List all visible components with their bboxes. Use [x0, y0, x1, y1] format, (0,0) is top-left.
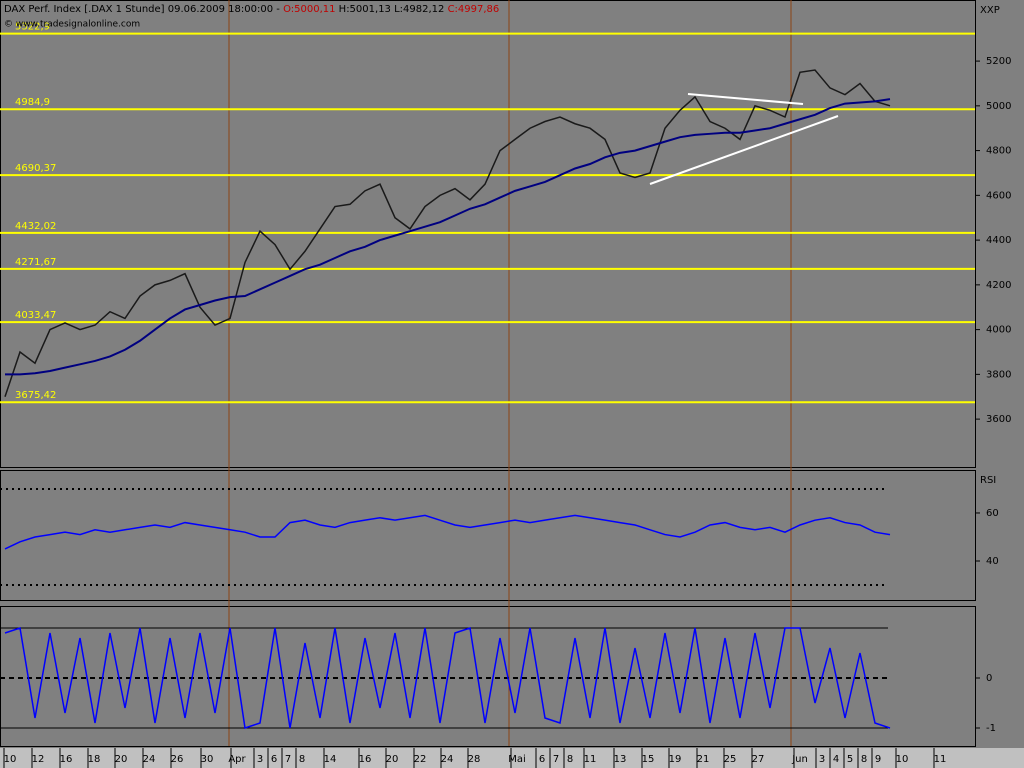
x-tick-label: Apr	[228, 754, 246, 765]
x-tick-label: 12	[32, 754, 45, 765]
level-label: 4271,67	[15, 257, 56, 268]
x-tick-label: 26	[171, 754, 184, 765]
x-tick-label: 3	[819, 754, 825, 765]
copyright: © www.tradesignalonline.com	[4, 20, 140, 30]
y-tick-label: 60	[986, 508, 999, 519]
x-tick-label: 7	[553, 754, 559, 765]
trend-line	[687, 93, 804, 105]
x-tick-label: 19	[669, 754, 682, 765]
x-tick-label: 10	[896, 754, 909, 765]
x-tick-label: 21	[697, 754, 710, 765]
x-tick-label: 6	[271, 754, 277, 765]
x-tick-label: 11	[584, 754, 597, 765]
x-tick-label: 10	[4, 754, 17, 765]
level-label: 3675,42	[15, 390, 56, 401]
y-tick-label: 40	[986, 556, 999, 567]
y-axis-label: XXP	[980, 5, 1000, 16]
level-label: 4033,47	[15, 310, 56, 321]
price-panel	[0, 0, 976, 468]
x-tick-label: 18	[88, 754, 101, 765]
x-tick-label: 8	[861, 754, 867, 765]
time-axis-bar	[0, 748, 1024, 768]
x-tick-label: 22	[414, 754, 427, 765]
y-tick-label: 4000	[986, 325, 1011, 336]
osc-panel	[0, 606, 976, 747]
month-separators	[228, 0, 792, 746]
y-tick-label: 4200	[986, 280, 1011, 291]
level-label: 4984,9	[15, 97, 50, 108]
plots: 360038004000420044004600480050005200XXP5…	[0, 5, 1011, 768]
level-label: 4432,02	[15, 221, 56, 232]
y-tick-label: 4600	[986, 190, 1011, 201]
level-label: 5322,9	[15, 22, 50, 33]
x-tick-label: 13	[614, 754, 627, 765]
header-title-text: DAX Perf. Index [.DAX 1 Stunde] 09.06.20…	[4, 4, 280, 15]
series-line	[4, 627, 891, 729]
y-tick-label: 4400	[986, 235, 1011, 246]
series-line	[4, 514, 891, 550]
rsi-panel	[0, 470, 976, 601]
x-tick-label: Mai	[508, 754, 526, 765]
header-title: DAX Perf. Index [.DAX 1 Stunde] 09.06.20…	[4, 4, 499, 15]
header-high-low: H:5001,13 L:4982,12	[339, 4, 445, 15]
x-tick-label: 16	[359, 754, 372, 765]
y-tick-label: 0	[986, 673, 992, 684]
panel-borders	[0, 0, 976, 747]
x-tick-label: 7	[285, 754, 291, 765]
series-line	[5, 98, 891, 376]
x-tick-label: 11	[934, 754, 947, 765]
trend-line	[649, 115, 839, 185]
x-tick-label: 16	[60, 754, 73, 765]
trend-lines	[649, 93, 839, 185]
x-tick-label: 5	[847, 754, 853, 765]
y-tick-label: -1	[986, 723, 996, 734]
y-axis-label: RSI	[980, 475, 996, 486]
x-tick-label: 24	[143, 754, 156, 765]
y-tick-label: 5000	[986, 101, 1011, 112]
header-open: O:5000,11	[283, 4, 335, 15]
x-tick-label: 8	[567, 754, 573, 765]
x-tick-label: 20	[386, 754, 399, 765]
x-tick-label: 9	[875, 754, 881, 765]
x-tick-label: 28	[468, 754, 481, 765]
x-tick-label: Jun	[791, 754, 808, 765]
x-tick-label: 24	[441, 754, 454, 765]
x-tick-label: 27	[752, 754, 765, 765]
x-tick-label: 4	[833, 754, 839, 765]
y-tick-label: 5200	[986, 56, 1011, 67]
y-tick-label: 4800	[986, 146, 1011, 157]
x-tick-label: 3	[257, 754, 263, 765]
x-tick-label: 14	[324, 754, 337, 765]
x-tick-label: 15	[642, 754, 655, 765]
x-tick-label: 8	[299, 754, 305, 765]
series-line	[4, 69, 891, 397]
x-tick-label: 30	[201, 754, 214, 765]
level-label: 4690,37	[15, 163, 56, 174]
x-tick-label: 6	[539, 754, 545, 765]
x-tick-label: 20	[115, 754, 128, 765]
header-close: C:4997,86	[448, 4, 500, 15]
x-tick-label: 25	[724, 754, 737, 765]
y-tick-label: 3600	[986, 414, 1011, 425]
y-tick-label: 3800	[986, 369, 1011, 380]
